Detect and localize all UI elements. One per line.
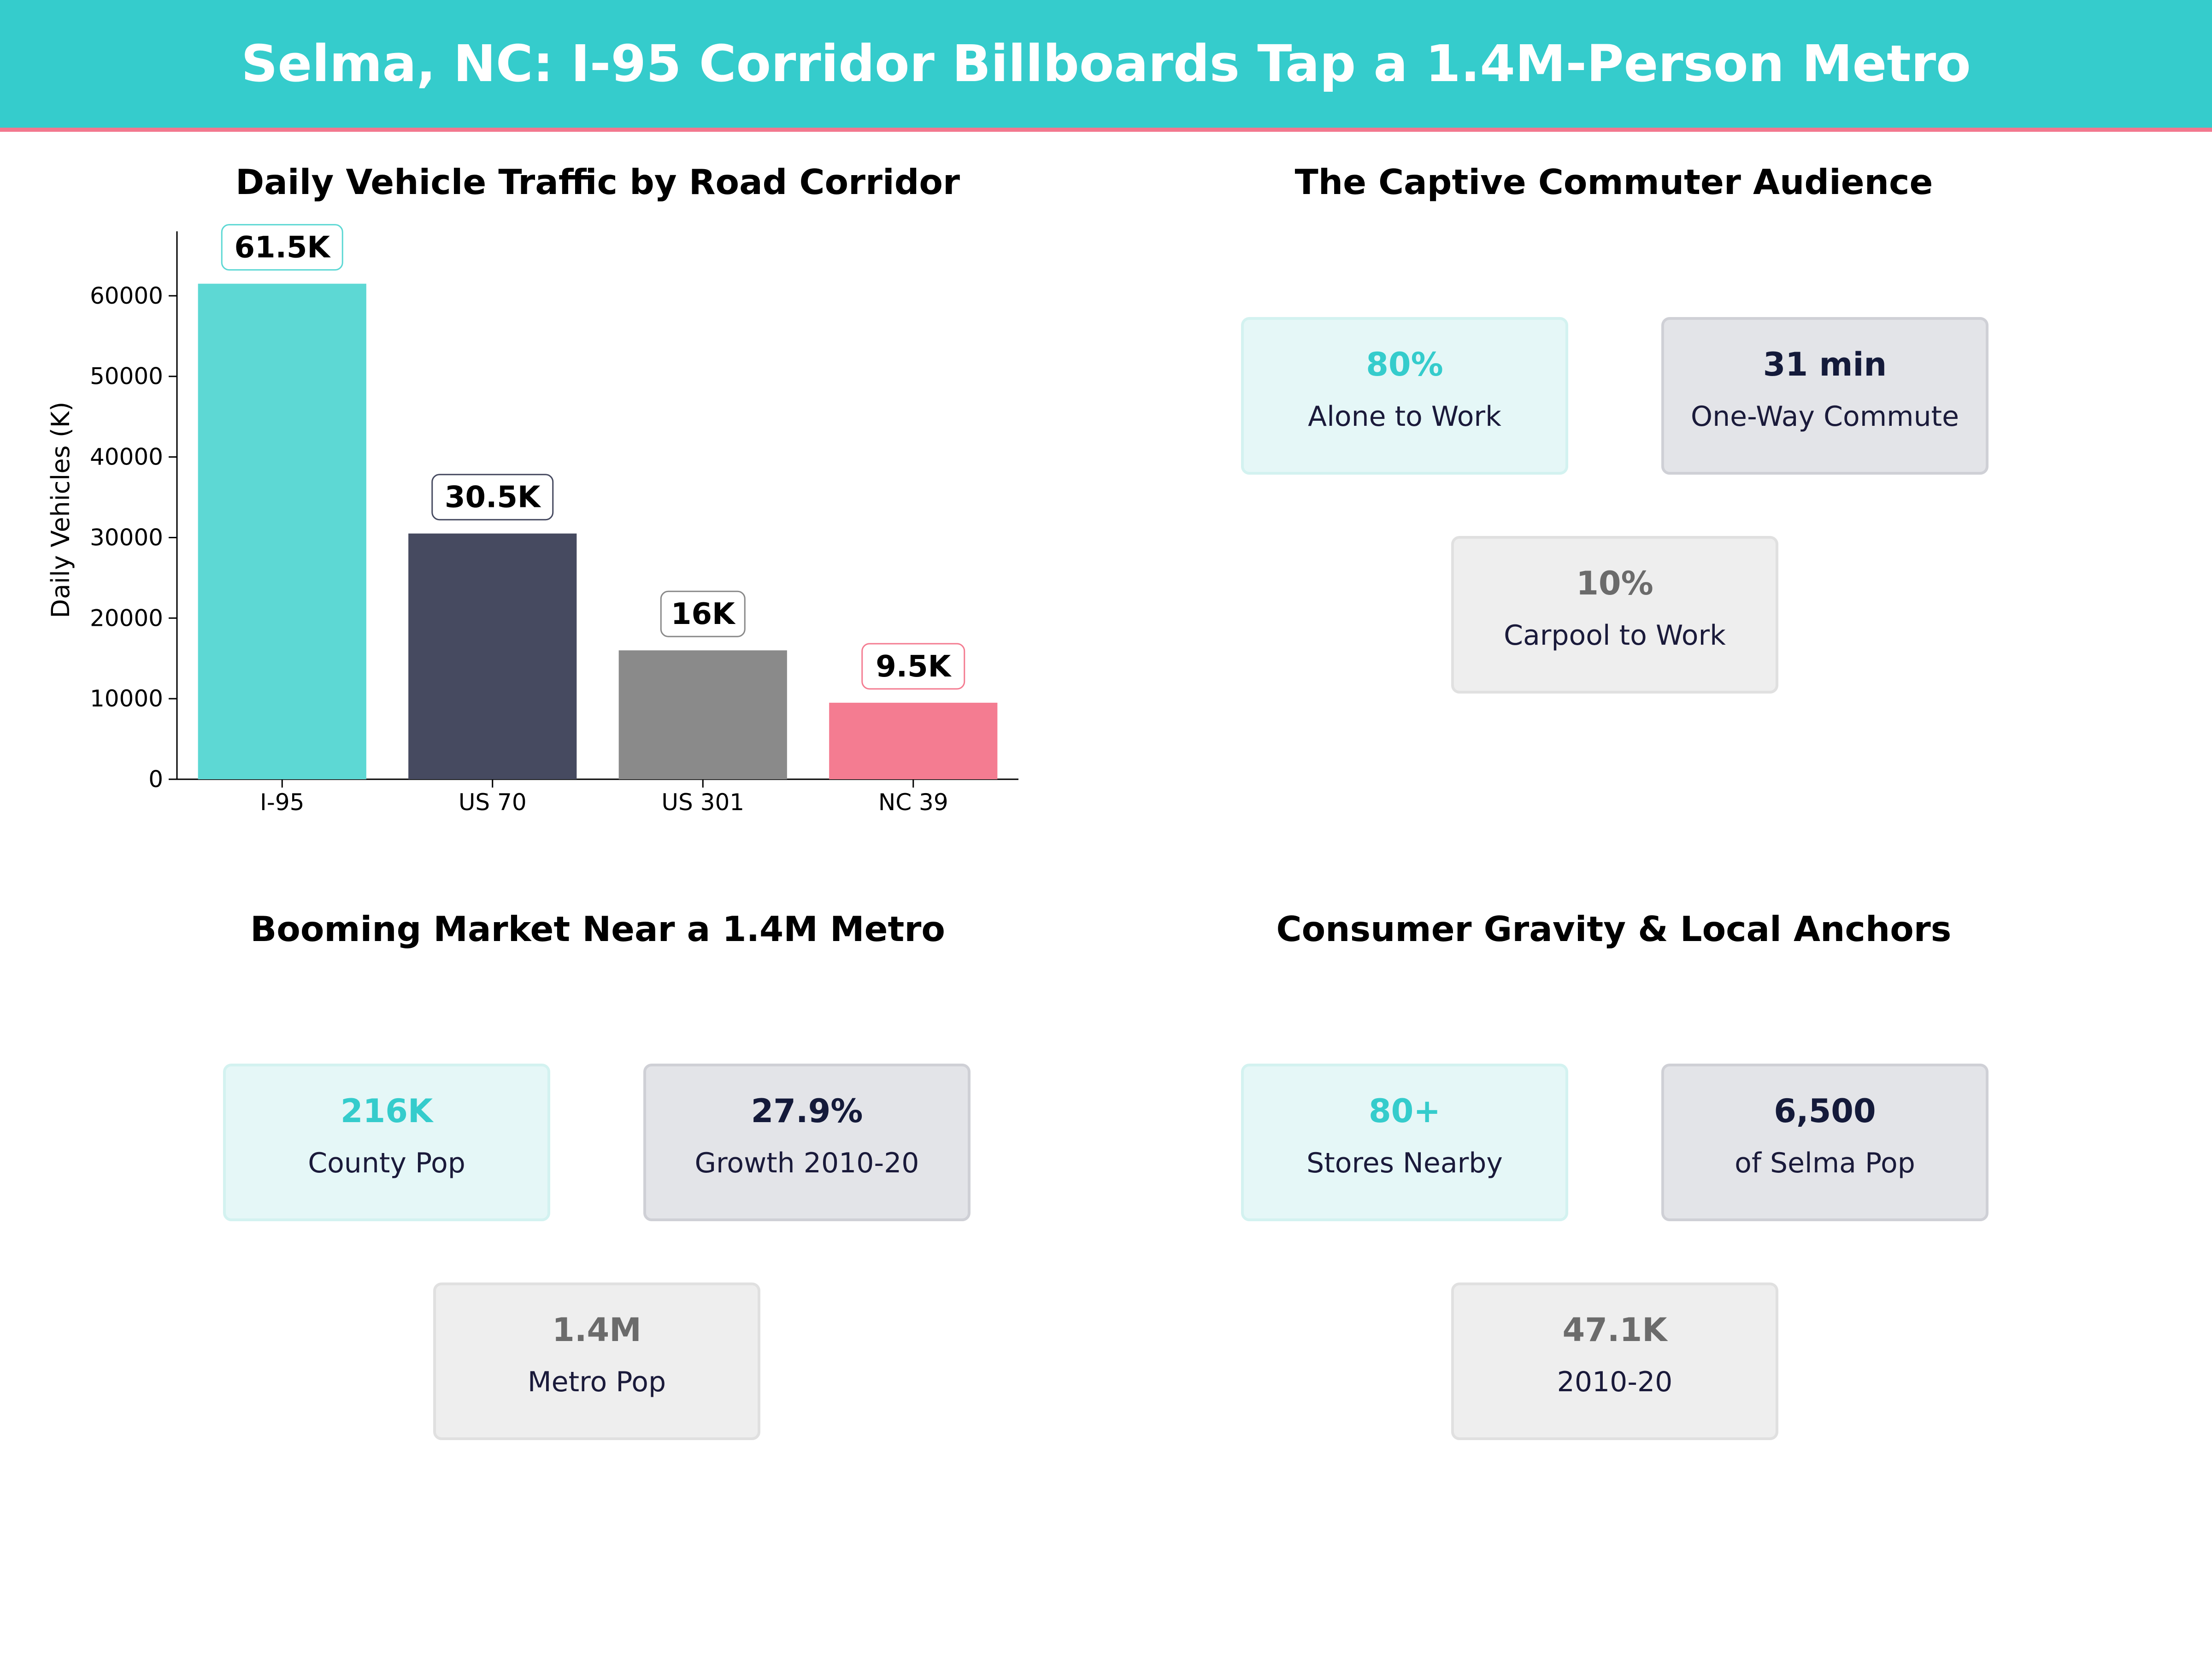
card-label: 2010-20: [1557, 1366, 1673, 1398]
growth-2010-20-card: 47.1K 2010-20: [1451, 1282, 1778, 1440]
market-panel-title: Booming Market Near a 1.4M Metro: [250, 909, 945, 949]
bar-us-70: [408, 533, 577, 779]
card-label: County Pop: [308, 1147, 465, 1179]
y-tick-label: 60000: [90, 282, 163, 309]
card-value: 80+: [1368, 1092, 1441, 1130]
growth-card: 27.9% Growth 2010-20: [643, 1064, 971, 1221]
y-tick-label: 0: [148, 766, 163, 793]
card-value: 27.9%: [751, 1092, 863, 1130]
bar-i-95: [198, 283, 366, 779]
data-label-box: [431, 474, 554, 521]
y-tick-label: 20000: [90, 605, 163, 631]
card-label: One-Way Commute: [1690, 400, 1959, 433]
y-tick-label: 50000: [90, 363, 163, 390]
commute-panel-title: The Captive Commuter Audience: [1294, 162, 1933, 202]
alone-to-work-card: 80% Alone to Work: [1241, 317, 1568, 475]
card-label: Metro Pop: [527, 1366, 666, 1398]
page-title: Selma, NC: I-95 Corridor Billboards Tap …: [241, 34, 1971, 93]
chart-title: Daily Vehicle Traffic by Road Corridor: [235, 162, 960, 202]
data-label: 61.5K: [235, 231, 331, 265]
card-value: 31 min: [1763, 346, 1887, 383]
card-value: 1.4M: [552, 1311, 641, 1349]
one-way-commute-card: 31 min One-Way Commute: [1661, 317, 1988, 475]
x-tick-label: US 301: [661, 789, 744, 816]
card-value: 47.1K: [1562, 1311, 1667, 1349]
bar-us-301: [618, 650, 787, 779]
data-label-box: [660, 590, 746, 637]
data-label: 30.5K: [445, 481, 541, 515]
data-label: 16K: [671, 597, 736, 631]
card-label: Alone to Work: [1308, 400, 1501, 433]
card-label: of Selma Pop: [1735, 1147, 1915, 1179]
data-label-box: [221, 224, 343, 271]
card-label: Stores Nearby: [1306, 1147, 1503, 1179]
card-value: 10%: [1576, 565, 1653, 602]
county-pop-card: 216K County Pop: [223, 1064, 550, 1221]
stores-nearby-card: 80+ Stores Nearby: [1241, 1064, 1568, 1221]
y-tick-label: 40000: [90, 444, 163, 471]
selma-pop-card: 6,500 of Selma Pop: [1661, 1064, 1988, 1221]
data-label: 9.5K: [876, 650, 952, 684]
y-tick-label: 10000: [90, 685, 163, 712]
metro-pop-card: 1.4M Metro Pop: [433, 1282, 760, 1440]
card-value: 216K: [340, 1092, 433, 1130]
card-label: Growth 2010-20: [694, 1147, 919, 1179]
y-axis-label: Daily Vehicles (K): [46, 402, 75, 618]
y-tick-label: 30000: [90, 524, 163, 551]
x-tick-label: I-95: [260, 789, 304, 816]
card-label: Carpool to Work: [1504, 619, 1726, 652]
data-label-box: [861, 643, 965, 690]
card-value: 6,500: [1774, 1092, 1876, 1130]
x-tick-label: US 70: [459, 789, 527, 816]
header-banner: [0, 0, 2212, 132]
gravity-panel-title: Consumer Gravity & Local Anchors: [1276, 909, 1952, 949]
carpool-card: 10% Carpool to Work: [1451, 536, 1778, 694]
bar-nc-39: [829, 702, 998, 779]
card-value: 80%: [1366, 346, 1443, 383]
x-tick-label: NC 39: [878, 789, 948, 816]
